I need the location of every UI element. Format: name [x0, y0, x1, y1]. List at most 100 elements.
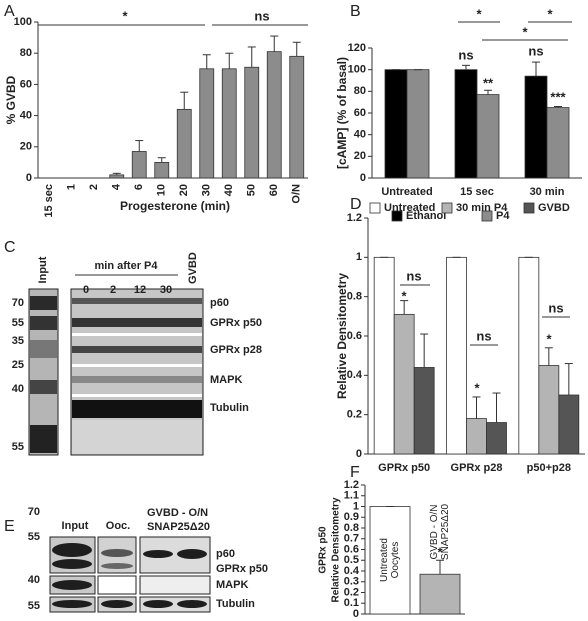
y-axis-label: % GVBD [4, 75, 18, 124]
mw-label: 70 [28, 506, 40, 518]
x-tick-label: 30 [201, 184, 213, 196]
y-tick-label: 0.4 [344, 565, 360, 577]
annotation: * [437, 544, 443, 559]
legend-swatch [391, 210, 403, 222]
y-tick-label: 120 [348, 42, 366, 54]
y-tick-label: 0.9 [344, 511, 359, 523]
bar [131, 151, 147, 179]
annotation: * [122, 8, 128, 23]
y-tick-label: 0 [26, 172, 32, 184]
bar [406, 69, 430, 179]
mw-label: 40 [28, 574, 40, 586]
bar [466, 418, 487, 455]
x-tick-label: 1 [66, 184, 78, 190]
bar [176, 108, 192, 179]
x-tick-label: GVBD - O/N SNAP25Δ20 [429, 504, 451, 561]
y-tick-label: 40 [354, 129, 366, 141]
y-tick-label: 0 [353, 608, 359, 620]
bar [558, 394, 580, 455]
annotation: ns [254, 8, 269, 23]
y-tick-label: 20 [354, 150, 366, 162]
x-tick-label: Untreated Oocytes [379, 538, 401, 583]
y-tick-label: 0.8 [344, 522, 359, 534]
lane-label: Input [62, 520, 89, 532]
x-tick-label: 20 [178, 184, 190, 196]
lane-label: Input [37, 256, 49, 283]
annotation: ns [528, 43, 543, 58]
x-axis-label: Progesterone (min) [120, 199, 230, 213]
y-tick-label: 0.6 [347, 330, 362, 342]
lane-label: 0 [83, 284, 89, 296]
panel-letter: A [4, 3, 15, 20]
panel-letter: F [350, 464, 360, 481]
x-tick-label: 15 sec [43, 184, 55, 218]
legend-label: 30 min P4 [456, 202, 508, 214]
legend-swatch [481, 210, 493, 222]
lane-label: SNAP25Δ20 [147, 521, 210, 533]
y-tick-label: 0.7 [344, 533, 359, 545]
y-tick-label: 1 [356, 251, 362, 263]
panel-letter: B [350, 3, 361, 20]
blot-bands [52, 543, 207, 608]
legend-swatch [523, 202, 535, 214]
lane-label: 2 [110, 284, 116, 296]
y-tick-label: 0 [360, 172, 366, 184]
mw-label: 70 [12, 297, 24, 309]
bar [221, 68, 237, 179]
y-tick-label: 0.2 [347, 409, 362, 421]
y-axis-label: Relative Densitometry [335, 273, 349, 399]
bar [373, 256, 395, 455]
mw-label: 55 [12, 441, 24, 453]
bar [384, 69, 408, 179]
y-tick-label: 1.2 [344, 479, 359, 491]
mw-label: 35 [12, 335, 24, 347]
band-label: GPRx p50 [216, 563, 268, 575]
lane-label: 12 [134, 284, 146, 296]
band-label: p60 [210, 297, 229, 309]
x-tick-label: 50 [246, 184, 258, 196]
legend-label: GVBD [538, 202, 570, 214]
mw-label: 55 [28, 600, 40, 612]
legend-label: Ethanol [406, 210, 446, 222]
y-tick-label: 0.8 [347, 291, 362, 303]
band-label: p60 [216, 548, 235, 560]
x-tick-label: 30 min [530, 186, 565, 198]
x-tick-label: O/N [291, 184, 303, 204]
panel-letter: D [350, 196, 362, 213]
y-axis-label: GPRx p50 [318, 526, 329, 574]
lane-label: GVBD - O/N [147, 507, 208, 519]
y-tick-label: 20 [20, 141, 32, 153]
band-label: Tubulin [210, 402, 249, 414]
y-tick-label: 1.1 [344, 490, 359, 502]
annotation: ** [483, 75, 494, 90]
y-tick-label: 1 [353, 500, 359, 512]
bar [199, 68, 215, 179]
bar [289, 55, 305, 179]
y-axis-label: [cAMP] (% of basal) [335, 57, 349, 169]
legend-label: Untreated [384, 202, 435, 214]
x-tick-label: 2 [88, 184, 100, 190]
annotation: ns [548, 300, 563, 315]
bar [538, 365, 560, 455]
bar [266, 51, 282, 179]
x-tick-label: 60 [268, 184, 280, 196]
annotation: * [474, 380, 480, 395]
annotation: * [547, 6, 553, 21]
legend-swatch [441, 202, 453, 214]
x-tick-label: 10 [156, 184, 168, 196]
lane-header: min after P4 [95, 260, 159, 272]
lane-label: GVBD [187, 252, 199, 284]
annotation: ns [458, 47, 473, 62]
annotation: * [546, 331, 552, 346]
annotation: ns [476, 328, 491, 343]
bar [524, 75, 548, 179]
panel-letter: C [4, 239, 16, 256]
blot-bands [30, 296, 202, 454]
legend-label: P4 [496, 210, 510, 222]
band-label: MAPK [210, 374, 242, 386]
panel-letter: E [4, 518, 15, 535]
mw-label: 55 [28, 531, 40, 543]
y-tick-label: 0.2 [344, 586, 359, 598]
mw-label: 25 [12, 359, 24, 371]
